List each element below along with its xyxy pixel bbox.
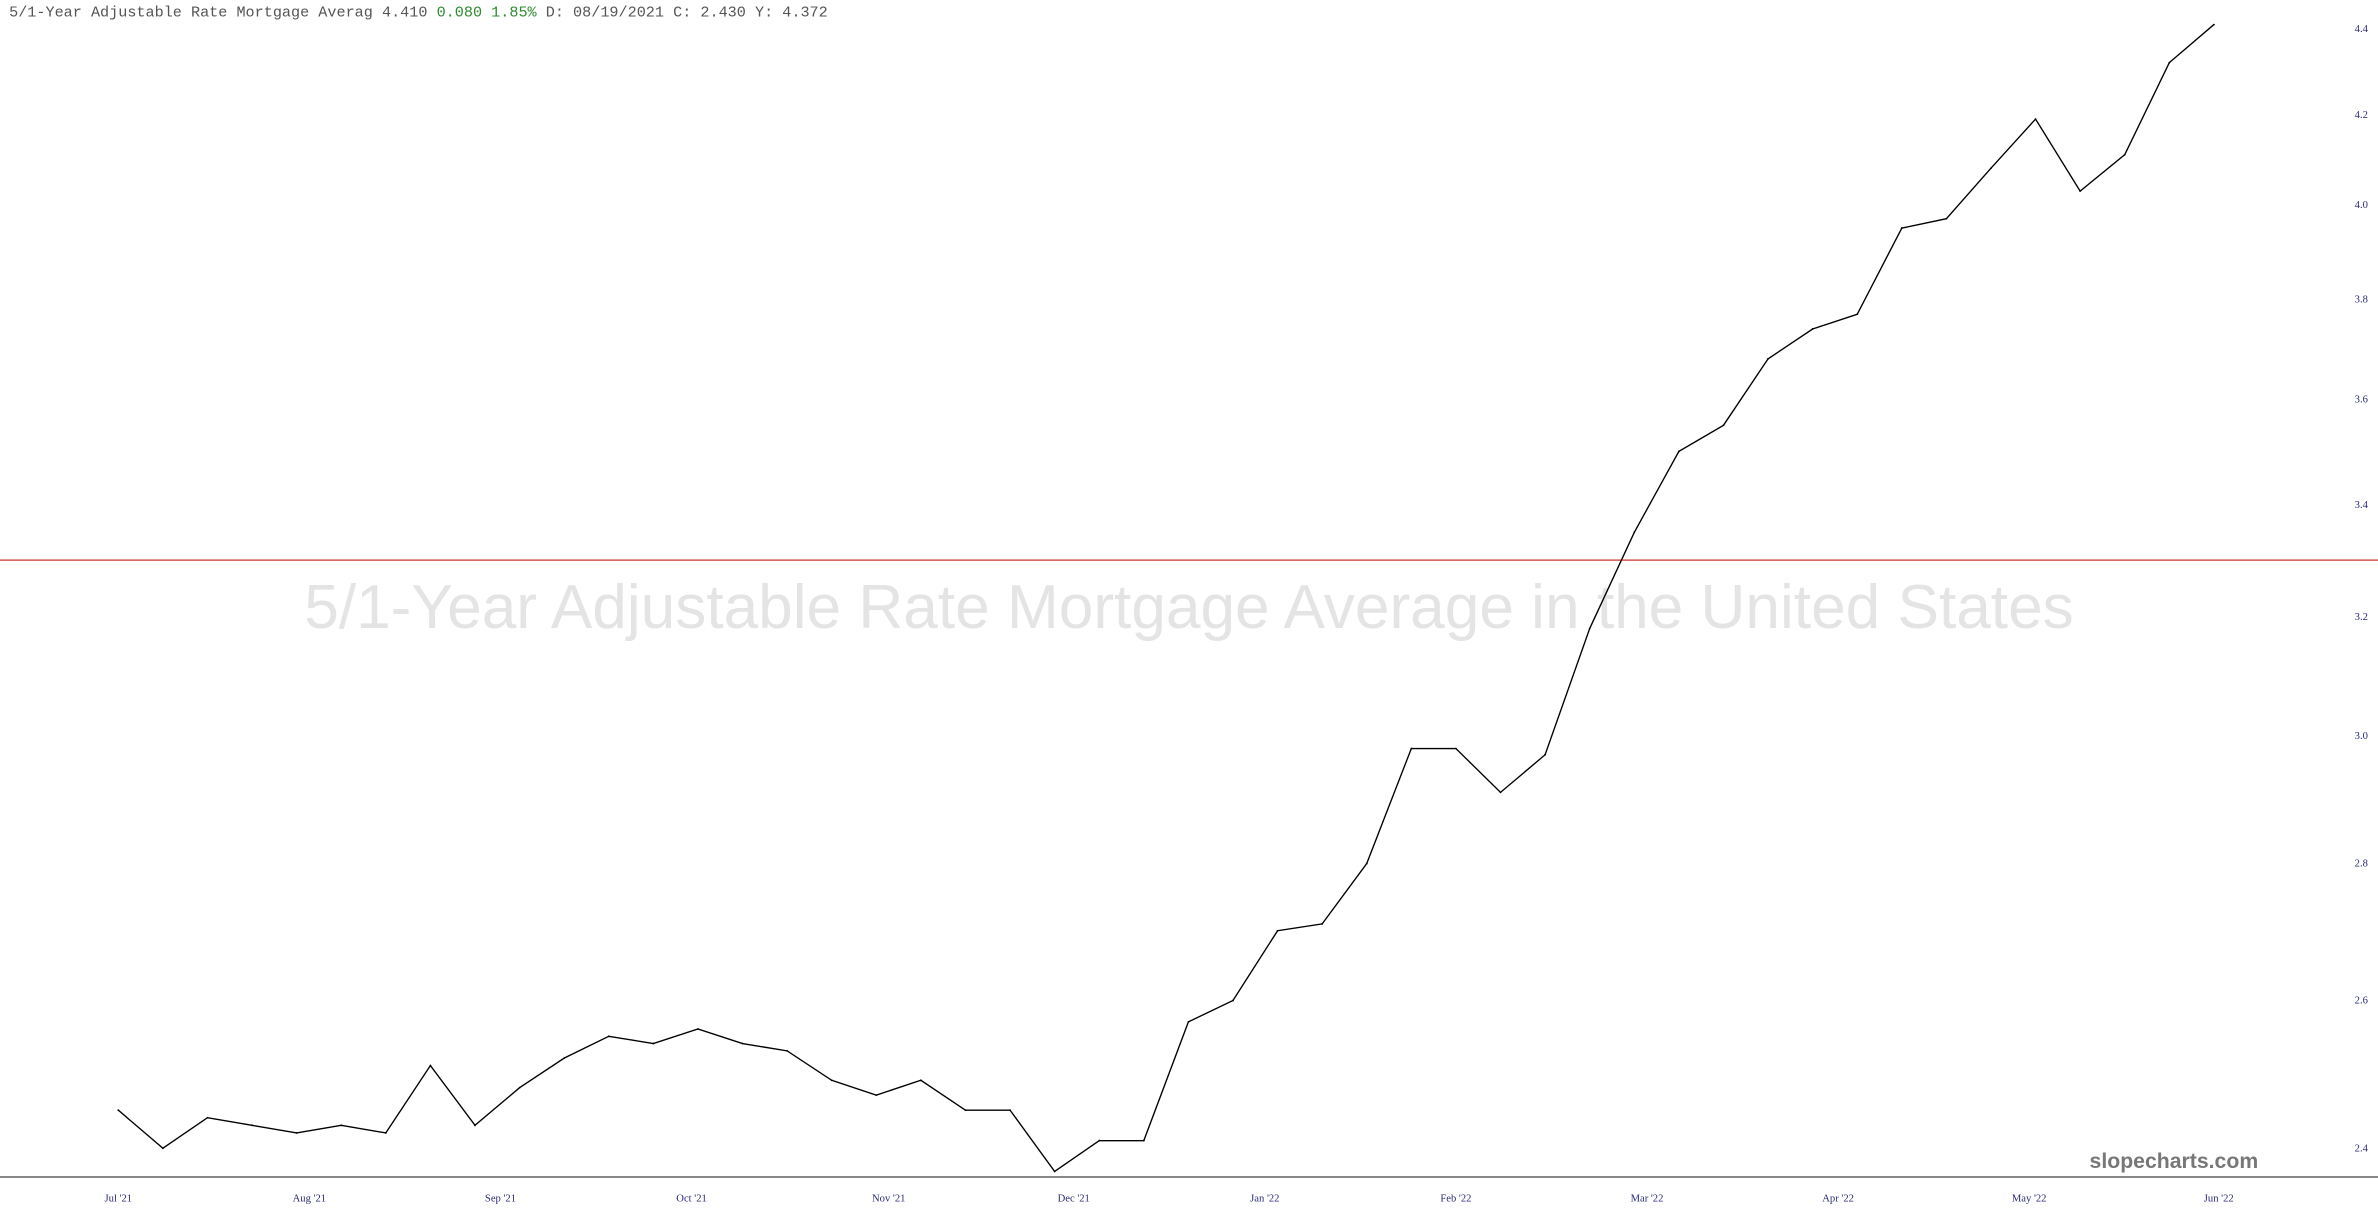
data-point [474,1124,476,1127]
data-point [1455,747,1457,750]
data-point [563,1057,566,1060]
last-value: 4.410 [382,4,427,22]
y-tick-label: 3.2 [2355,612,2368,623]
change-percent: 1.85% [491,4,537,22]
data-point [295,1132,298,1134]
data-point [1767,357,1769,360]
data-point [1187,1020,1190,1023]
data-point [2123,153,2126,156]
data-point [117,1109,120,1112]
x-tick-label: Nov '21 [872,1193,905,1204]
data-point [1544,753,1547,756]
data-point [1098,1139,1101,1142]
data-point [1142,1139,1145,1142]
data-point [518,1086,521,1089]
data-point [1410,747,1413,750]
data-point [1677,450,1680,453]
data-point [2079,190,2082,192]
data-point [1856,313,1859,316]
data-point [1722,424,1725,427]
data-point [1276,929,1279,932]
y-tick-label: 2.8 [2355,859,2368,870]
data-point [1633,531,1636,534]
x-tick-label: Mar '22 [1631,1193,1664,1204]
y-axis: 4.4 4.2 4.0 3.8 3.6 3.4 3.2 3.0 2.8 2.6 2.4 [2355,24,2369,1154]
y-tick-label: 3.8 [2355,295,2368,306]
data-point [964,1109,967,1112]
brand-logo: slopecharts.com [2090,1150,2259,1173]
x-axis: Jul '21 Aug '21 Sep '21 Oct '21 Nov '21 Dec '… [105,1193,2234,1204]
y-tick-label: 4.0 [2355,200,2368,211]
data-point [1009,1109,1011,1112]
header-quote: 5/1-Year Adjustable Rate Mortgage Averag… [9,4,828,22]
data-point [786,1049,789,1052]
change-value: 0.080 [437,4,482,22]
data-points [117,23,2215,1173]
data-point [875,1094,878,1097]
data-point [1053,1170,1056,1173]
data-point [652,1042,655,1045]
crosshair-y: Y: 4.372 [755,4,828,22]
data-point [830,1079,833,1082]
data-point [1990,167,1992,170]
data-point [697,1028,699,1030]
x-tick-label: Jun '22 [2204,1193,2234,1204]
data-point [384,1132,387,1134]
data-point [1900,227,1903,229]
x-tick-label: Sep '21 [485,1193,516,1204]
data-point [1811,328,1814,330]
x-tick-label: Oct '21 [676,1193,706,1204]
data-point [206,1116,209,1119]
data-point [2168,61,2171,64]
data-point [2212,23,2215,26]
y-tick-label: 3.0 [2355,731,2368,742]
watermark-title: 5/1-Year Adjustable Rate Mortgage Averag… [304,573,2073,642]
data-point [607,1035,610,1038]
crosshair-close: C: 2.430 [673,4,746,22]
y-tick-label: 4.4 [2355,24,2369,35]
data-point [741,1042,744,1045]
data-point [1232,999,1234,1002]
x-tick-label: Dec '21 [1058,1193,1090,1204]
data-point [919,1079,922,1082]
data-point [2034,118,2037,121]
data-point [161,1147,164,1150]
x-tick-label: Apr '22 [1822,1193,1854,1204]
y-tick-label: 2.6 [2355,995,2368,1006]
data-point [1321,923,1324,925]
y-tick-label: 4.2 [2355,110,2368,121]
data-point [340,1124,343,1127]
data-point [1945,217,1948,220]
x-tick-label: Aug '21 [293,1193,326,1204]
series-name: 5/1-Year Adjustable Rate Mortgage Averag [9,4,373,22]
y-tick-label: 3.4 [2355,500,2369,511]
x-tick-label: Feb '22 [1440,1193,1471,1204]
y-tick-label: 3.6 [2355,394,2368,405]
x-tick-label: May '22 [2012,1193,2047,1204]
data-point [1588,627,1591,630]
x-tick-label: Jan '22 [1250,1193,1279,1204]
series-line [117,24,2215,1173]
data-point [1365,862,1368,865]
data-point [429,1064,432,1067]
y-tick-label: 2.4 [2355,1143,2369,1154]
x-tick-label: Jul '21 [105,1193,133,1204]
data-point [251,1124,253,1127]
data-point [1499,791,1502,794]
crosshair-date: D: 08/19/2021 [546,4,664,22]
